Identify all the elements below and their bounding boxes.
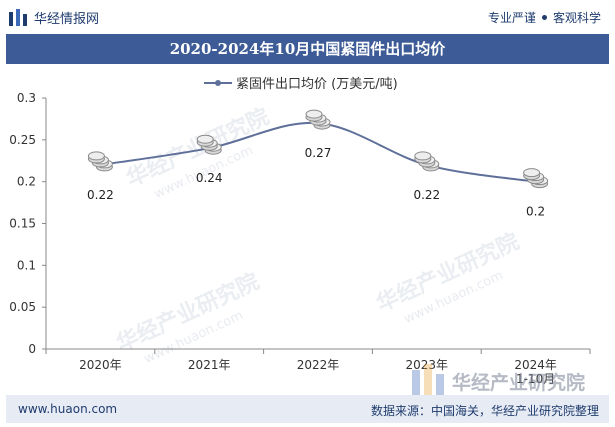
top-bar: 华经情报网 专业严谨 客观科学: [0, 0, 615, 34]
slogan-right: 客观科学: [552, 11, 601, 25]
line-chart: 紧固件出口均价 (万美元/吨) 0 0.05 0.1 0.15 0.2 0.25 0.3 202…: [9, 77, 591, 386]
y-tick-label: 0.3: [17, 91, 36, 105]
y-tick-label: 0.1: [17, 258, 36, 272]
x-tick-label: 2020年: [79, 358, 122, 372]
legend-marker: [215, 80, 221, 86]
watermark-logo-icon: [412, 364, 444, 398]
data-point-marker: [523, 168, 549, 189]
x-tick-label: 2022年: [297, 358, 340, 372]
footer-url[interactable]: www.huaon.com: [18, 402, 118, 416]
y-tick-label: 0: [28, 342, 36, 356]
x-tick-label: 2021年: [188, 358, 231, 372]
x-tick-label: 2023年: [406, 358, 449, 372]
data-point-marker: [87, 151, 113, 172]
brand: 华经情报网: [8, 8, 99, 27]
x-tick-label: 2024年 1-10月: [514, 358, 557, 386]
footer-source: 数据来源：中国海关，华经产业研究院整理: [370, 404, 599, 418]
brand-name: 华经情报网: [34, 12, 100, 27]
data-point-marker: [196, 134, 222, 155]
data-label: 0.22: [413, 188, 440, 202]
watermark-brand: 华经产业研究院: [452, 372, 586, 394]
y-tick-label: 0.15: [9, 217, 36, 231]
data-label: 0.27: [305, 146, 332, 160]
data-label: 0.2: [526, 205, 545, 219]
data-label: 0.24: [196, 171, 223, 185]
data-point-marker: [414, 151, 440, 172]
y-tick-label: 0.2: [17, 175, 36, 189]
data-label: 0.22: [87, 188, 114, 202]
data-point-marker: [305, 109, 331, 130]
slogan-left: 专业严谨: [487, 11, 536, 25]
slogan-dot-icon: [541, 15, 547, 20]
y-tick-label: 0.05: [9, 300, 36, 314]
brand-logo-icon: [9, 8, 27, 26]
legend-label: 紧固件出口均价 (万美元/吨): [236, 77, 398, 92]
slogan: 专业严谨 客观科学: [488, 9, 601, 26]
chart-title: 2020-2024年10月中国紧固件出口均价: [6, 34, 609, 64]
footer: www.huaon.com 数据来源：中国海关，华经产业研究院整理: [6, 395, 609, 423]
y-tick-label: 0.25: [9, 133, 36, 147]
